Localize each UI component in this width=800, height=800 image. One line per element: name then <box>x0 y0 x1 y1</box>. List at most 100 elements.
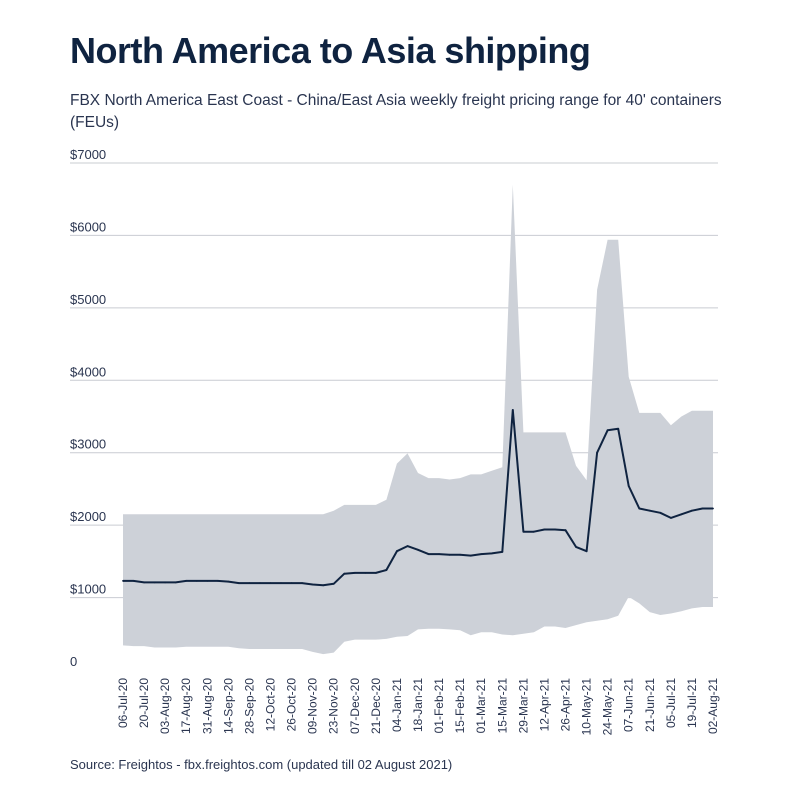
data-point <box>490 552 493 555</box>
data-point <box>132 580 135 582</box>
data-point <box>469 554 472 557</box>
data-point <box>501 551 504 553</box>
x-tick-label: 09-Nov-20 <box>306 678 320 734</box>
x-tick-label: 31-Aug-20 <box>200 678 214 734</box>
data-point <box>543 528 546 531</box>
data-point <box>617 427 620 430</box>
data-point <box>701 507 704 510</box>
data-point <box>627 485 630 487</box>
x-tick-label: 19-Jul-21 <box>685 678 699 728</box>
data-point <box>280 582 282 584</box>
data-point <box>269 582 272 584</box>
data-point <box>596 451 598 454</box>
x-tick-label: 10-May-21 <box>580 678 594 736</box>
x-tick-label: 18-Jan-21 <box>411 678 425 732</box>
x-tick-label: 01-Mar-21 <box>474 678 488 734</box>
data-point <box>712 507 714 510</box>
y-tick-label: $6000 <box>70 219 106 234</box>
data-point <box>206 580 209 582</box>
data-point <box>575 546 577 548</box>
data-point <box>396 550 398 553</box>
x-tick-label: 07-Dec-20 <box>348 678 362 734</box>
data-point <box>153 581 156 584</box>
y-tick-label: 0 <box>70 654 77 669</box>
data-point <box>554 528 556 531</box>
data-point <box>216 580 219 582</box>
source-note: Source: Freightos - fbx.freightos.com (u… <box>70 757 453 772</box>
x-tick-label: 04-Jan-21 <box>390 678 404 732</box>
price-range-band <box>123 184 713 655</box>
data-point <box>459 553 461 556</box>
data-point <box>648 509 651 512</box>
data-points <box>122 409 714 587</box>
data-point <box>364 572 367 574</box>
data-point <box>659 511 662 514</box>
x-tick-label: 14-Sep-20 <box>221 678 235 734</box>
data-point <box>585 550 588 553</box>
x-tick-label: 26-Oct-20 <box>285 678 299 732</box>
data-point <box>522 530 525 533</box>
data-point <box>638 507 641 510</box>
data-point <box>322 584 325 587</box>
data-point <box>143 581 146 584</box>
x-tick-label: 21-Jun-21 <box>643 678 657 732</box>
x-tick-label: 15-Mar-21 <box>495 678 509 734</box>
data-point <box>480 553 483 555</box>
data-point <box>438 553 440 555</box>
data-point <box>343 572 346 575</box>
x-tick-label: 24-May-21 <box>601 678 615 736</box>
data-point <box>691 509 693 512</box>
data-point <box>353 572 356 574</box>
x-tick-label: 12-Oct-20 <box>264 678 278 732</box>
x-tick-label: 15-Feb-21 <box>453 678 467 734</box>
data-point <box>174 581 177 584</box>
data-point <box>511 409 514 411</box>
x-tick-label: 02-Aug-21 <box>706 678 720 734</box>
data-point <box>311 583 314 586</box>
x-tick-label: 26-Apr-21 <box>559 678 573 732</box>
y-tick-label: $4000 <box>70 364 106 379</box>
data-point <box>427 553 430 555</box>
chart-title: North America to Asia shipping <box>70 30 591 71</box>
data-point <box>564 529 567 532</box>
y-axis-labels: 0 $1000 $2000 $3000 $4000 $5000 $6000 $7000 <box>70 147 106 669</box>
data-point <box>185 580 188 582</box>
x-tick-label: 21-Dec-20 <box>369 678 383 734</box>
x-tick-label: 23-Nov-20 <box>327 678 341 734</box>
y-tick-label: $5000 <box>70 292 106 307</box>
data-point <box>385 569 388 571</box>
data-point <box>301 582 303 584</box>
x-tick-label: 01-Feb-21 <box>432 678 446 734</box>
data-point <box>227 580 230 583</box>
chart-subtitle: FBX North America East Coast - China/Eas… <box>70 92 722 131</box>
x-tick-label: 05-Jul-21 <box>664 678 678 728</box>
x-tick-label: 29-Mar-21 <box>516 678 530 734</box>
data-point <box>375 572 377 574</box>
x-tick-label: 06-Jul-20 <box>116 678 130 728</box>
data-point <box>122 580 124 582</box>
y-tick-label: $1000 <box>70 582 106 597</box>
data-point <box>195 580 198 582</box>
data-point <box>670 517 672 519</box>
range-band-area <box>123 184 713 655</box>
x-axis-labels: 06-Jul-20 20-Jul-20 03-Aug-20 17-Aug-20 31-A… <box>116 678 720 736</box>
data-point <box>238 582 240 584</box>
y-tick-label: $7000 <box>70 147 106 162</box>
data-point <box>248 582 251 584</box>
data-point <box>417 548 419 551</box>
x-tick-label: 12-Apr-21 <box>537 678 551 732</box>
data-point <box>164 581 167 584</box>
x-tick-label: 20-Jul-20 <box>137 678 151 728</box>
x-tick-label: 17-Aug-20 <box>179 678 193 734</box>
data-point <box>259 582 261 584</box>
data-point <box>680 513 683 516</box>
data-point <box>332 582 335 585</box>
x-tick-label: 03-Aug-20 <box>158 678 172 734</box>
y-tick-label: $3000 <box>70 437 106 452</box>
data-point <box>406 545 409 547</box>
x-tick-label: 07-Jun-21 <box>622 678 636 732</box>
data-point <box>448 553 451 556</box>
x-tick-label: 28-Sep-20 <box>242 678 256 734</box>
data-point <box>606 429 609 432</box>
